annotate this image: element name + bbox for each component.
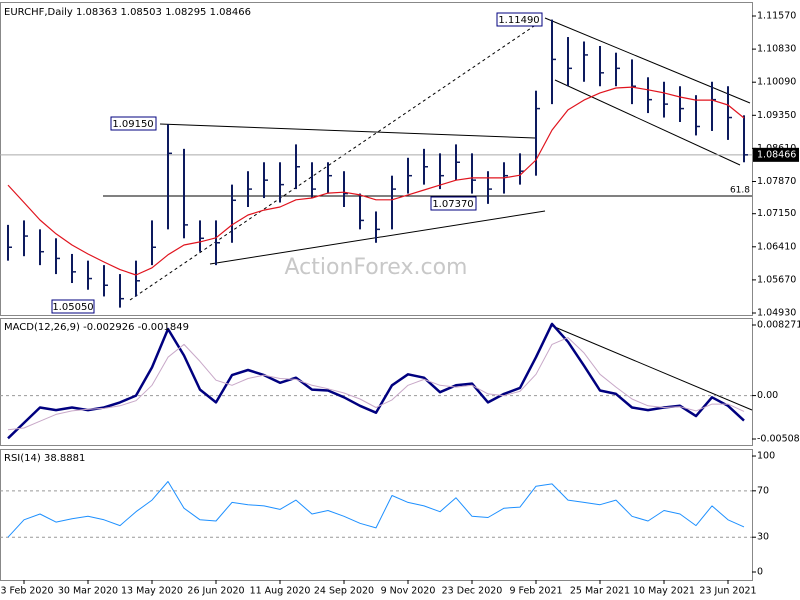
last-price-label: 1.08466	[757, 149, 796, 160]
macd-panel	[0, 318, 753, 446]
y-tick-label: 70	[757, 485, 769, 496]
y-tick-label: 0.00	[757, 390, 778, 401]
series-line	[7, 337, 745, 431]
annotation: 1.07370	[432, 199, 473, 210]
label-box	[51, 299, 95, 314]
rsi-title: RSI(14) 38.8881	[4, 453, 85, 464]
label-box	[496, 12, 543, 27]
y-tick-label: 1.06410	[757, 241, 796, 252]
y-tick-label: 100	[757, 451, 775, 462]
rsi-panel	[0, 449, 753, 581]
y-tick-label: 0	[757, 566, 763, 577]
y-tick-label: 1.11570	[757, 11, 796, 22]
annotation: 1.11490	[498, 15, 539, 26]
price-title: EURCHF,Daily 1.08363 1.08503 1.08295 1.0…	[4, 7, 251, 18]
y-tick-label: 1.07870	[757, 176, 796, 187]
y-tick-label: 1.07150	[757, 208, 796, 219]
y-tick-label: 1.10830	[757, 44, 796, 55]
channel-line	[554, 79, 741, 166]
trendlines	[103, 17, 753, 411]
y-tick-label: 1.05670	[757, 274, 796, 285]
trendline	[209, 210, 546, 265]
annotation: 61.8	[730, 186, 750, 196]
price-panel	[0, 2, 753, 316]
x-tick-label: 9 Nov 2020	[381, 586, 436, 597]
y-tick-label: 1.09350	[757, 110, 796, 121]
x-tick-label: 25 Mar 2021	[570, 586, 630, 597]
x-tick-label: 13 May 2020	[121, 586, 183, 597]
watermark: ActionForex.com	[285, 255, 468, 280]
y-tick-label: 30	[757, 532, 769, 543]
series-line	[7, 86, 745, 276]
x-tick-label: 23 Jun 2021	[699, 586, 756, 597]
macd-title: MACD(12,26,9) -0.002926 -0.001849	[4, 322, 189, 333]
y-tick-label: 0.008271	[757, 319, 800, 330]
series-line	[7, 322, 745, 440]
trendline	[129, 21, 541, 301]
x-tick-label: 24 Sep 2020	[314, 586, 374, 597]
last-price-box	[753, 147, 799, 162]
channel-line	[544, 17, 751, 104]
y-tick-label: 1.04930	[757, 307, 796, 318]
annotation: 1.09150	[112, 119, 153, 130]
series-line	[7, 481, 745, 538]
x-tick-label: 30 Mar 2020	[58, 586, 118, 597]
y-tick-label: 1.10090	[757, 77, 796, 88]
y-tick-label: -0.005087	[757, 434, 800, 445]
x-tick-label: 13 Feb 2020	[0, 586, 54, 597]
trendline	[159, 123, 536, 139]
annotation: 1.05050	[52, 302, 93, 313]
trendline	[549, 324, 753, 411]
label-box	[110, 116, 157, 131]
x-tick-label: 26 Jun 2020	[187, 586, 244, 597]
x-tick-label: 10 May 2021	[633, 586, 695, 597]
x-tick-label: 23 Dec 2020	[442, 586, 503, 597]
x-tick-label: 9 Feb 2021	[509, 586, 562, 597]
x-tick-label: 11 Aug 2020	[250, 586, 311, 597]
label-box	[430, 196, 477, 211]
